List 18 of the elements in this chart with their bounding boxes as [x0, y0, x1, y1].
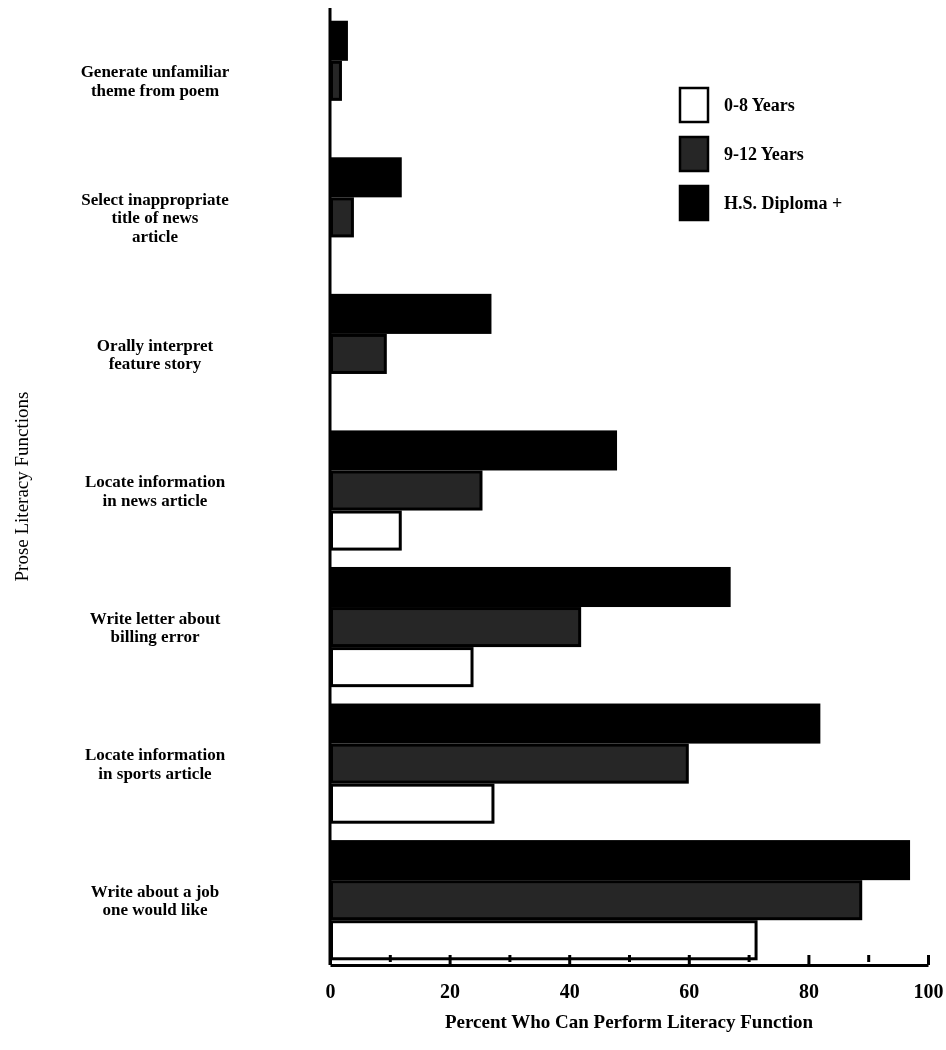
y-axis-title: Prose Literacy Functions	[11, 391, 32, 582]
x-tick-label: 100	[913, 980, 944, 1002]
x-tick-label: 80	[798, 980, 819, 1002]
x-tick-label: 0	[325, 980, 336, 1002]
x-tick-label: 40	[559, 980, 580, 1002]
y-tick-label: Locate information in news article	[84, 472, 226, 510]
legend-label: H.S. Diploma +	[724, 193, 843, 213]
y-tick-label: Write letter about billing error	[89, 608, 221, 647]
legend-label: 9-12 Years	[724, 144, 804, 164]
y-tick-label: Select inappropriate title of news article	[81, 189, 230, 247]
x-axis-title: Percent Who Can Perform Literacy Function	[444, 1011, 814, 1032]
y-tick-label: Orally interpret feature story	[96, 335, 214, 374]
y-tick-label: Write about a job one would like	[90, 881, 220, 920]
legend-label: 0-8 Years	[724, 95, 795, 115]
y-tick-label: Generate unfamiliar theme from poem	[80, 62, 230, 101]
x-tick-label: 20	[440, 980, 461, 1002]
x-tick-label: 60	[679, 980, 700, 1002]
y-tick-label: Locate information in sports article	[84, 745, 226, 783]
